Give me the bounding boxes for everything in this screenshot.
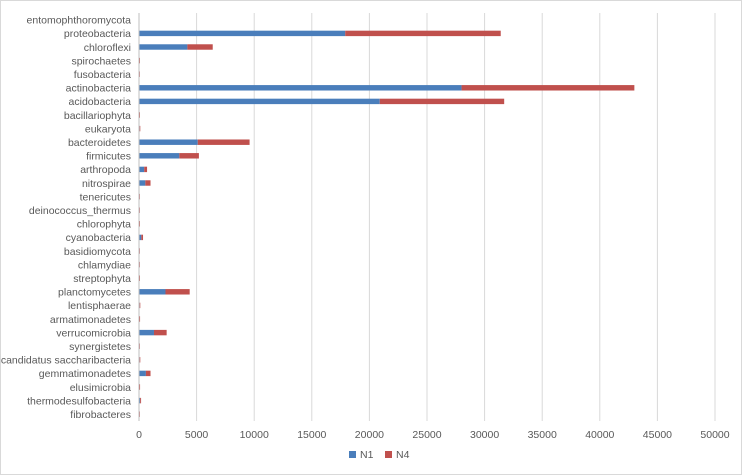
category-label-nitrospirae: nitrospirae: [82, 178, 131, 190]
category-label-actinobacteria: actinobacteria: [66, 83, 132, 95]
x-tick-40000: 40000: [585, 429, 614, 441]
bar-n1-gemmatimonadetes: [139, 370, 146, 377]
category-label-lentisphaerae: lentisphaerae: [68, 300, 131, 312]
legend-swatch-n1: [349, 451, 356, 458]
category-label-fibrobacteres: fibrobacteres: [70, 409, 131, 421]
bar-n1-cyanobacteria: [139, 234, 142, 241]
bar-n4-actinobacteria: [461, 85, 635, 91]
bar-n4-basidiomycota: [139, 248, 140, 254]
bar-n1-firmicutes: [139, 153, 180, 159]
x-tick-20000: 20000: [355, 429, 384, 441]
bar-n4-streptophyta: [139, 275, 140, 281]
legend-label-n1: N1: [360, 449, 374, 461]
bar-n4-verrucomicrobia: [153, 329, 167, 336]
bar-n4-firmicutes: [179, 153, 199, 159]
x-tick-35000: 35000: [528, 429, 557, 441]
bar-n1-verrucomicrobia: [139, 329, 154, 336]
category-label-spirochaetes: spirochaetes: [71, 55, 131, 67]
legend-label-n4: N4: [396, 449, 410, 461]
bar-series: [139, 30, 635, 417]
bar-n4-planctomycetes: [165, 289, 190, 295]
bar-n4-nitrospirae: [145, 180, 151, 186]
category-label-proteobacteria: proteobacteria: [64, 28, 131, 40]
category-label-fusobacteria: fusobacteria: [74, 69, 131, 81]
gridlines: [196, 13, 716, 421]
category-label-entomophthoromycota: entomophthoromycota: [27, 15, 132, 27]
bar-n4-chloroflexi: [187, 44, 213, 50]
bar-n4-synergistetes: [139, 343, 140, 349]
category-label-firmicutes: firmicutes: [86, 151, 131, 163]
category-label-deinococcus-thermus: deinococcus_thermus: [29, 205, 131, 217]
category-label-bacteroidetes: bacteroidetes: [68, 137, 131, 149]
bar-n4-gemmatimonadetes: [145, 370, 151, 377]
category-label-verrucomicrobia: verrucomicrobia: [56, 327, 131, 339]
bar-n1-planctomycetes: [139, 289, 166, 295]
bar-n4-bacteroidetes: [197, 139, 250, 145]
x-tick-labels: 0 5000 10000 15000 20000 25000 30000 35000 40000…: [136, 429, 730, 441]
category-label-candidatus-saccharibacteria: candidatus saccharibacteria: [1, 355, 131, 367]
bar-n4-fibrobacteres: [139, 411, 140, 417]
bar-n4-spirochaetes: [139, 57, 140, 64]
bar-n1-thermodesulfobacteria: [139, 397, 141, 404]
bar-n1-chloroflexi: [139, 44, 188, 50]
bar-n4-eukaryota: [139, 125, 141, 132]
category-label-planctomycetes: planctomycetes: [58, 287, 131, 299]
category-label-eukaryota: eukaryota: [85, 123, 131, 135]
bar-n4-armatimonadetes: [139, 316, 141, 322]
bar-n1-acidobacteria: [139, 98, 380, 105]
category-label-bacillariophyta: bacillariophyta: [64, 110, 131, 122]
bar-n4-cyanobacteria: [141, 234, 144, 241]
bar-n1-proteobacteria: [139, 30, 346, 37]
x-tick-10000: 10000: [240, 429, 269, 441]
legend: N1 N4: [349, 449, 410, 461]
bar-n1-bacteroidetes: [139, 139, 198, 145]
bar-n4-fusobacteria: [139, 71, 140, 77]
bar-n1-arthropoda: [139, 166, 145, 173]
category-label-chlorophyta: chlorophyta: [77, 219, 131, 231]
bar-n4-chlorophyta: [139, 221, 140, 227]
bar-n4-lentisphaerae: [139, 302, 141, 309]
category-label-synergistetes: synergistetes: [69, 341, 131, 353]
x-tick-45000: 45000: [643, 429, 672, 441]
category-label-acidobacteria: acidobacteria: [69, 96, 132, 108]
bar-n4-chlamydiae: [139, 261, 140, 268]
category-label-gemmatimonadetes: gemmatimonadetes: [39, 368, 131, 380]
bar-n4-elusimicrobia: [139, 384, 141, 390]
bar-n1-nitrospirae: [139, 180, 146, 186]
category-label-tenericutes: tenericutes: [80, 191, 131, 203]
category-label-arthropoda: arthropoda: [80, 164, 131, 176]
category-label-thermodesulfobacteria: thermodesulfobacteria: [27, 395, 131, 407]
category-label-armatimonadetes: armatimonadetes: [50, 314, 131, 326]
x-tick-5000: 5000: [185, 429, 209, 441]
category-label-elusimicrobia: elusimicrobia: [70, 382, 131, 394]
bar-n4-candidatus-saccharibacteria: [139, 357, 141, 363]
category-label-chlamydiae: chlamydiae: [78, 259, 131, 271]
x-tick-50000: 50000: [700, 429, 729, 441]
legend-swatch-n4: [385, 451, 392, 458]
bar-n4-thermodesulfobacteria: [140, 397, 142, 404]
category-label-chloroflexi: chloroflexi: [84, 42, 131, 54]
category-label-cyanobacteria: cyanobacteria: [66, 232, 132, 244]
x-tick-25000: 25000: [412, 429, 441, 441]
bar-n1-actinobacteria: [139, 85, 462, 91]
bar-n4-bacillariophyta: [139, 112, 140, 118]
x-tick-30000: 30000: [470, 429, 499, 441]
x-tick-15000: 15000: [297, 429, 326, 441]
category-label-streptophyta: streptophyta: [73, 273, 131, 285]
category-label-basidiomycota: basidiomycota: [64, 246, 131, 258]
bar-n4-tenericutes: [139, 193, 140, 200]
bar-n4-proteobacteria: [345, 30, 501, 37]
bar-n4-arthropoda: [144, 166, 148, 173]
bar-n4-acidobacteria: [379, 98, 505, 105]
x-tick-0: 0: [136, 429, 142, 441]
bar-n4-deinococcus-thermus: [139, 207, 140, 213]
